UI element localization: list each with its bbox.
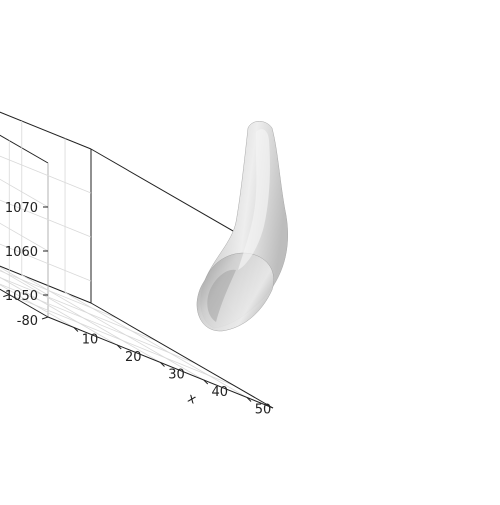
grid-backwall-z-1060 [0,146,91,237]
mesh-lower-bulb [197,253,274,331]
box-edge-left-top-y [0,58,48,163]
z-tick-label-1050: 1050 [5,289,38,304]
grid-backwall-z-1070 [0,102,91,193]
grid-leftwall-z-1070 [0,102,48,207]
y-tick-label--80: -80 [17,314,38,329]
x-tick-label-30: 30 [168,368,185,383]
x-tick-label-40: 40 [211,385,228,400]
x-axis-label: x [185,391,198,408]
x-tick-label-50: 50 [255,403,272,418]
surface-mesh [197,121,288,331]
x-tick-label-10: 10 [82,333,99,348]
y-tick-mark--80 [42,317,48,319]
box-edge-back-top-x [0,58,91,149]
x-tick-label-20: 20 [125,350,142,365]
z-tick-label-1070: 1070 [5,201,38,216]
z-tick-label-1060: 1060 [5,245,38,260]
grid-leftwall-z-1060 [0,146,48,251]
